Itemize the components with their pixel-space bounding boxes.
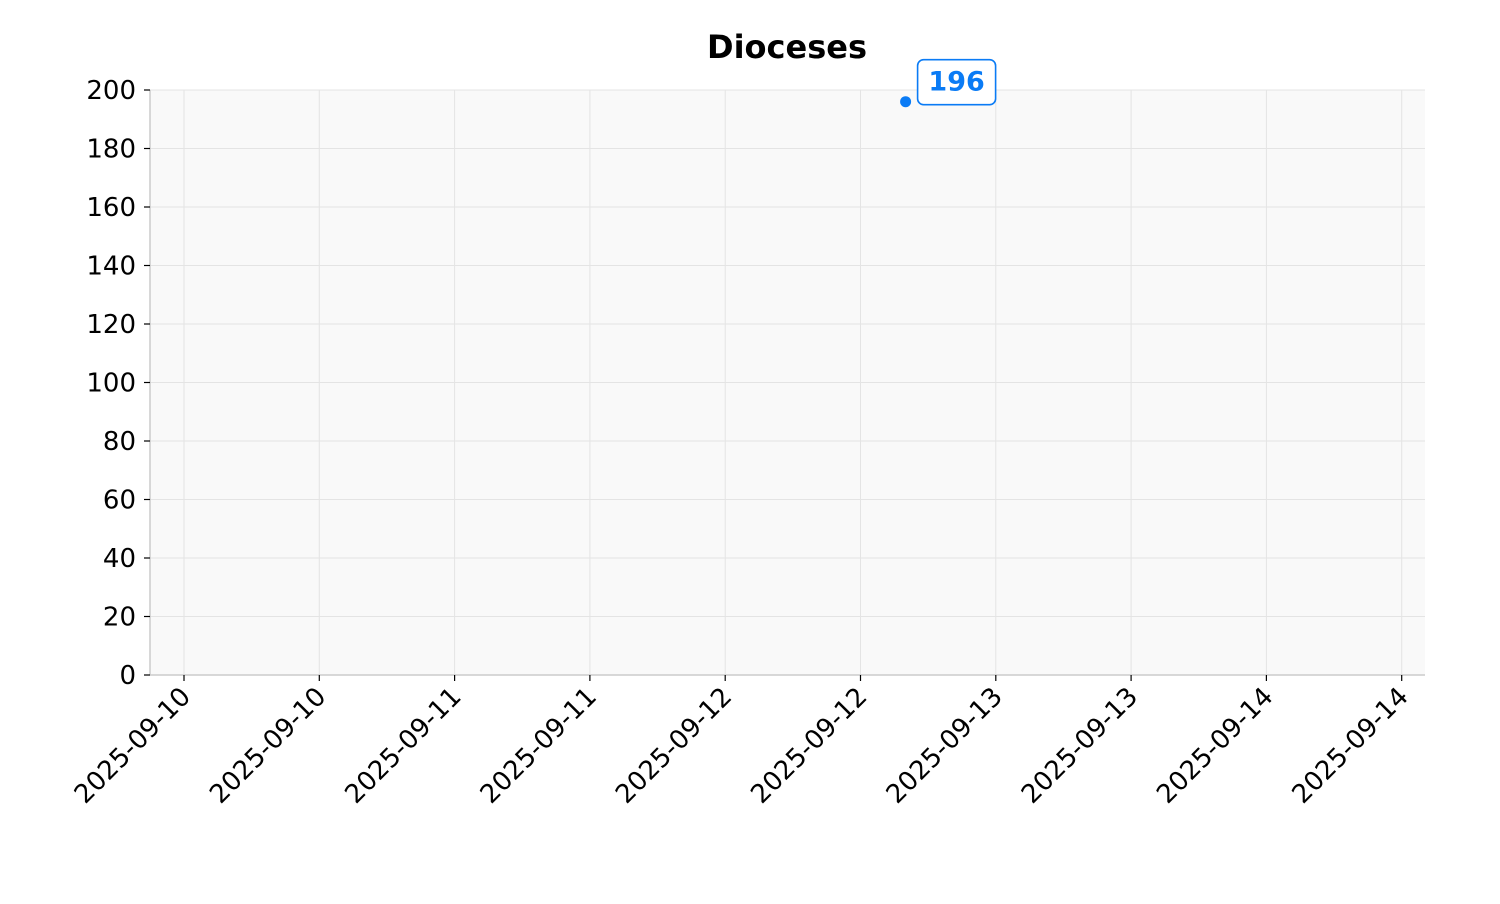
y-tick-label: 180 — [86, 135, 136, 165]
x-tick-label: 2025-09-11 — [339, 682, 467, 810]
data-label: 196 — [928, 67, 984, 98]
y-tick-label: 140 — [86, 252, 136, 282]
y-tick-label: 40 — [103, 544, 136, 574]
y-tick-label: 60 — [103, 486, 136, 516]
x-tick-label: 2025-09-13 — [1016, 682, 1144, 810]
y-tick-label: 20 — [103, 603, 136, 633]
y-tick-label: 160 — [86, 193, 136, 223]
x-tick-label: 2025-09-10 — [69, 682, 197, 810]
y-tick-label: 80 — [103, 427, 136, 457]
data-points: 196 — [900, 58, 997, 108]
x-ticks: 2025-09-10 2025-09-10 2025-09-11 2025-09-11… — [69, 675, 1415, 810]
y-ticks: 0 20 40 60 80 100 120 140 160 180 200 — [86, 76, 150, 691]
chart-title: Dioceses — [707, 28, 867, 66]
x-tick-label: 2025-09-14 — [1287, 682, 1415, 810]
x-tick-label: 2025-09-11 — [475, 682, 603, 810]
data-label-box — [916, 58, 997, 106]
x-tick-label: 2025-09-12 — [745, 682, 873, 810]
x-tick-label: 2025-09-10 — [204, 682, 332, 810]
y-tick-label: 0 — [119, 661, 136, 691]
x-tick-label: 2025-09-13 — [881, 682, 1009, 810]
y-tick-label: 200 — [86, 76, 136, 106]
x-tick-label: 2025-09-14 — [1151, 682, 1279, 810]
grid-lines — [150, 89, 1425, 676]
x-tick-label: 2025-09-12 — [610, 682, 738, 810]
data-point — [900, 96, 912, 108]
y-tick-label: 100 — [86, 369, 136, 399]
y-tick-label: 120 — [86, 310, 136, 340]
